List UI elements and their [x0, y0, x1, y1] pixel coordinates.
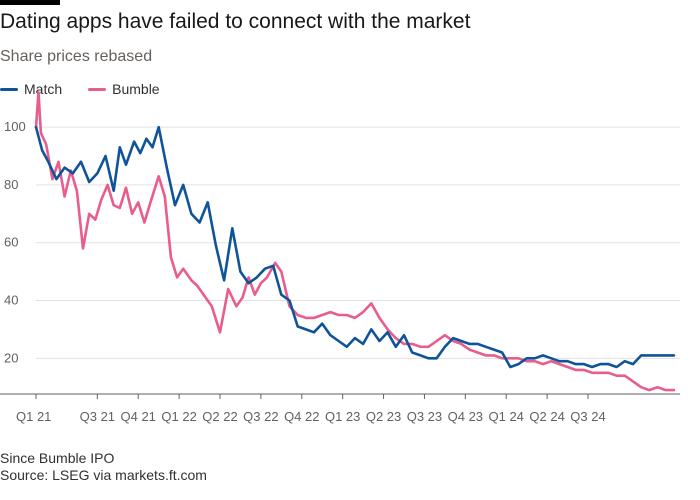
series-line-match	[34, 125, 676, 369]
x-tick-label: Q1 24	[489, 409, 524, 424]
x-tick-label: Q3 22	[243, 409, 278, 424]
legend: Match Bumble	[0, 80, 186, 98]
legend-item-bumble: Bumble	[88, 81, 160, 97]
series-line-bumble	[34, 91, 676, 392]
legend-label-match: Match	[24, 81, 63, 97]
y-tick-label-100: 100	[4, 119, 26, 134]
x-tick-label: Q3 23	[407, 409, 442, 424]
x-tick-label: Q4 22	[284, 409, 319, 424]
footer-source: Source: LSEG via markets.ft.com	[0, 467, 207, 483]
y-axis-ticks: 20 40 60 80 100	[4, 119, 26, 365]
y-tick-label-20: 20	[4, 350, 18, 365]
legend-item-match: Match	[0, 81, 62, 97]
brand-bar	[0, 0, 60, 5]
x-tick-label: Q2 24	[529, 409, 564, 424]
x-tick-label: Q1 23	[325, 409, 360, 424]
legend-label-bumble: Bumble	[112, 81, 160, 97]
x-tick-label: Q4 23	[448, 409, 483, 424]
x-tick-label: Q1 22	[161, 409, 196, 424]
x-tick-label: Q3 24	[570, 409, 605, 424]
y-tick-label-40: 40	[4, 293, 18, 308]
y-tick-label-60: 60	[4, 235, 18, 250]
x-tick-label: Q4 21	[121, 409, 156, 424]
x-axis-ticks: Q1 21 Q3 21 Q4 21 Q1 22 Q2 22 Q3 22 Q4 22 Q1 23…	[16, 394, 606, 424]
x-tick-label: Q2 23	[366, 409, 401, 424]
grid-lines	[0, 126, 680, 395]
chart-title: Dating apps have failed to connect with …	[0, 10, 471, 33]
legend-swatch-match	[0, 87, 18, 91]
footer-note: Since Bumble IPO	[0, 450, 115, 466]
series-lines	[34, 91, 676, 392]
chart-subtitle: Share prices rebased	[0, 48, 153, 65]
y-tick-label-80: 80	[4, 177, 18, 192]
x-tick-label: Q3 21	[80, 409, 115, 424]
legend-swatch-bumble	[88, 87, 107, 91]
x-tick-label: Q2 22	[202, 409, 237, 424]
x-tick-label: Q1 21	[16, 409, 51, 424]
